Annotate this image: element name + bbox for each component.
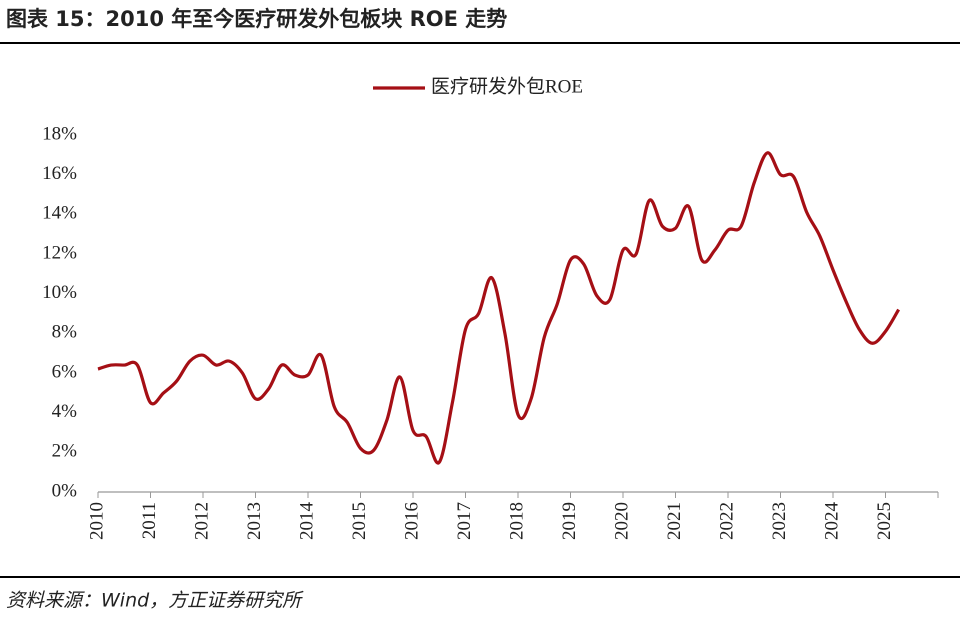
x-tick-label: 2024 xyxy=(821,502,842,541)
y-tick-label: 4% xyxy=(52,401,78,422)
y-tick-label: 16% xyxy=(42,163,77,184)
x-tick-label: 2023 xyxy=(769,502,790,540)
legend-label: 医疗研发外包ROE xyxy=(431,75,583,97)
y-tick-label: 14% xyxy=(42,203,77,224)
source-note: 资料来源：Wind，方正证券研究所 xyxy=(6,590,304,612)
x-tick-label: 2012 xyxy=(191,502,212,540)
y-tick-label: 8% xyxy=(52,322,78,343)
x-tick-label: 2018 xyxy=(506,502,527,540)
y-tick-label: 2% xyxy=(52,441,78,462)
y-tick-label: 10% xyxy=(42,282,77,303)
x-tick-label: 2010 xyxy=(86,502,107,540)
x-tick-label: 2016 xyxy=(401,502,422,540)
x-tick-label: 2019 xyxy=(559,502,580,540)
y-tick-label: 18% xyxy=(42,123,77,144)
y-tick-label: 6% xyxy=(52,361,78,382)
x-tick-label: 2021 xyxy=(664,502,685,540)
x-tick-label: 2017 xyxy=(454,502,475,540)
line-series xyxy=(97,151,901,465)
chart-title: 图表 15：2010 年至今医疗研发外包板块 ROE 走势 xyxy=(6,7,507,31)
x-tick-label: 2022 xyxy=(716,502,737,540)
x-tick-label: 2015 xyxy=(349,502,370,540)
y-tick-label: 12% xyxy=(42,242,77,263)
x-tick-label: 2025 xyxy=(874,502,895,540)
x-tick-label: 2020 xyxy=(611,502,632,540)
y-tick-label: 0% xyxy=(52,480,78,501)
x-tick-label: 2013 xyxy=(244,502,265,540)
x-tick-label: 2014 xyxy=(296,502,317,541)
x-tick-label: 2011 xyxy=(139,502,160,539)
